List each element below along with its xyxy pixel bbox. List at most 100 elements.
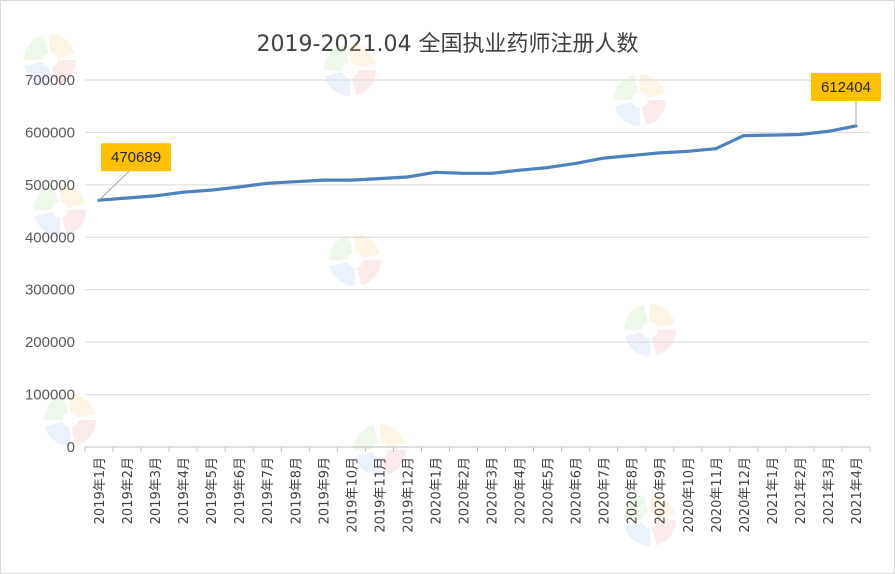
x-tick-label: 2021年3月 bbox=[822, 457, 837, 524]
y-tick-label: 600000 bbox=[25, 124, 75, 141]
watermark-petal bbox=[50, 60, 76, 86]
data-point bbox=[714, 147, 718, 151]
x-tick-label: 2019年10月 bbox=[345, 457, 360, 533]
x-tick-label: 2019年3月 bbox=[149, 457, 164, 524]
watermark-petal bbox=[380, 424, 406, 450]
watermark-petal bbox=[324, 44, 350, 70]
x-tick-label: 2019年6月 bbox=[233, 457, 248, 524]
x-tick-label: 2020年4月 bbox=[514, 457, 529, 524]
chart-title: 2019-2021.04 全国执业药师注册人数 bbox=[256, 32, 639, 57]
x-tick-label: 2020年6月 bbox=[570, 457, 585, 524]
data-point bbox=[377, 177, 381, 181]
x-tick-label: 2019年11月 bbox=[373, 457, 388, 533]
x-tick-label: 2020年8月 bbox=[626, 457, 641, 524]
data-point bbox=[237, 185, 241, 189]
watermark-petal bbox=[650, 520, 676, 546]
x-tick-label: 2019年7月 bbox=[261, 457, 276, 524]
watermark-center bbox=[52, 202, 68, 218]
watermark-center bbox=[632, 92, 648, 108]
y-tick-label: 300000 bbox=[25, 282, 75, 299]
data-callouts: 470689 612404 bbox=[98, 72, 881, 201]
watermark-center bbox=[347, 252, 363, 268]
watermark-petal bbox=[354, 450, 380, 476]
data-point bbox=[630, 153, 634, 157]
watermark-petal bbox=[329, 234, 355, 260]
y-tick-label: 500000 bbox=[25, 177, 75, 194]
x-tick-label: 2020年12月 bbox=[738, 457, 753, 533]
watermark-petal bbox=[34, 210, 60, 236]
watermark-petal bbox=[624, 330, 650, 356]
data-point bbox=[125, 196, 129, 200]
watermark-petal bbox=[624, 304, 650, 330]
data-point bbox=[265, 181, 269, 185]
watermark-petal bbox=[34, 184, 60, 210]
data-point bbox=[153, 194, 157, 198]
watermark-center bbox=[42, 52, 58, 68]
watermark-petal bbox=[650, 494, 676, 520]
data-line bbox=[97, 124, 858, 202]
x-tick-label: 2021年4月 bbox=[850, 457, 865, 524]
watermark-petal bbox=[60, 184, 86, 210]
watermark-petal bbox=[624, 494, 650, 520]
data-callout: 612404 bbox=[810, 72, 881, 126]
data-point bbox=[770, 133, 774, 137]
watermark-petal bbox=[380, 450, 406, 476]
callout-box bbox=[810, 72, 881, 101]
x-tick-label: 2020年9月 bbox=[654, 457, 669, 524]
watermark-logo-icon bbox=[34, 184, 86, 236]
watermark-logo-icon bbox=[624, 494, 676, 546]
callout-label: 470689 bbox=[111, 149, 161, 166]
x-tick-label: 2019年1月 bbox=[93, 457, 108, 524]
data-point bbox=[209, 188, 213, 192]
x-tick-label: 2020年1月 bbox=[429, 457, 444, 524]
watermark-petal bbox=[70, 394, 96, 420]
x-tick-label: 2019年5月 bbox=[205, 457, 220, 524]
watermark-petal bbox=[354, 424, 380, 450]
data-point bbox=[293, 180, 297, 184]
watermark-petal bbox=[640, 100, 666, 126]
data-point bbox=[574, 161, 578, 165]
callout-label: 612404 bbox=[821, 79, 871, 96]
callout-box bbox=[101, 143, 172, 172]
watermark-petal bbox=[350, 44, 376, 70]
x-tick-label: 2019年8月 bbox=[289, 457, 304, 524]
series-line bbox=[97, 124, 858, 202]
data-point bbox=[433, 170, 437, 174]
y-tick-label: 400000 bbox=[25, 229, 75, 246]
watermark-petal bbox=[614, 74, 640, 100]
watermarks bbox=[24, 34, 676, 546]
x-tick-label: 2020年10月 bbox=[682, 457, 697, 533]
x-tick-label: 2019年2月 bbox=[121, 457, 136, 524]
watermark-petal bbox=[70, 420, 96, 446]
data-point bbox=[461, 171, 465, 175]
data-point bbox=[405, 175, 409, 179]
x-tick-label: 2019年9月 bbox=[317, 457, 332, 524]
data-point bbox=[546, 166, 550, 170]
watermark-petal bbox=[350, 70, 376, 96]
data-point bbox=[742, 134, 746, 138]
y-tick-label: 100000 bbox=[25, 387, 75, 404]
x-tick-label: 2020年5月 bbox=[542, 457, 557, 524]
watermark-petal bbox=[44, 420, 70, 446]
watermark-center bbox=[372, 442, 388, 458]
watermark-center bbox=[342, 62, 358, 78]
x-tick-label: 2021年1月 bbox=[766, 457, 781, 524]
x-tick-label: 2019年4月 bbox=[177, 457, 192, 524]
watermark-petal bbox=[324, 70, 350, 96]
data-point bbox=[686, 149, 690, 153]
data-point bbox=[181, 190, 185, 194]
data-point bbox=[658, 151, 662, 155]
y-tick-label: 200000 bbox=[25, 334, 75, 351]
watermark-logo-icon bbox=[354, 424, 406, 476]
y-tick-label: 0 bbox=[67, 439, 75, 456]
x-tick-label: 2020年2月 bbox=[457, 457, 472, 524]
watermark-logo-icon bbox=[624, 304, 676, 356]
watermark-petal bbox=[624, 520, 650, 546]
watermark-petal bbox=[650, 304, 676, 330]
y-axis: 0 100000 200000 300000 400000 500000 600000 700… bbox=[25, 72, 75, 456]
data-point bbox=[826, 129, 830, 133]
x-tick-label: 2019年12月 bbox=[401, 457, 416, 533]
watermark-center bbox=[642, 322, 658, 338]
